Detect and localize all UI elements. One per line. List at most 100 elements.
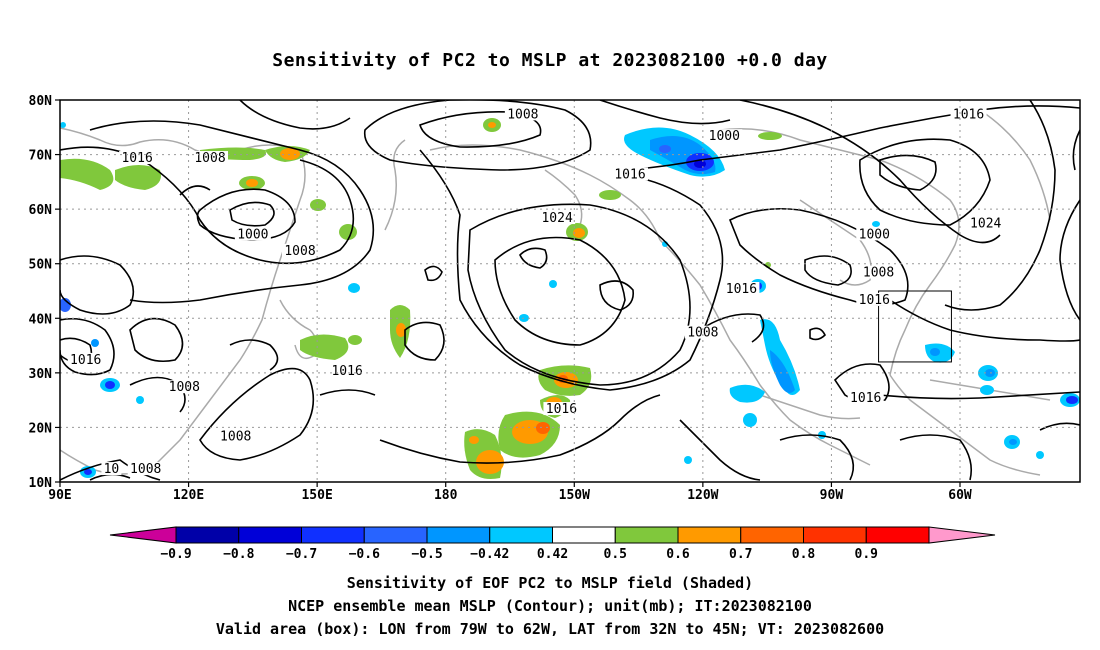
lon-tick-label: 180	[434, 488, 458, 503]
lon-tick-label: 150E	[301, 488, 332, 503]
contour-label: 10	[104, 462, 120, 477]
contour-label: 1000	[237, 227, 268, 242]
contour-label-bg	[282, 243, 318, 257]
colorbar-label: 0.8	[792, 547, 816, 562]
contour-label-bg	[119, 151, 156, 165]
contour-label-bg	[856, 227, 893, 241]
contour-label: 1008	[130, 462, 161, 477]
colorbar: −0.9 −0.8 −0.7 −0.6 −0.5 −0.42 0.42 0.5 0.6 0.7 0.…	[109, 526, 996, 562]
colorbar-label: −0.9	[160, 547, 191, 562]
colorbar-arrow-low	[109, 526, 177, 544]
contour-label-bg	[539, 211, 576, 225]
lat-tick-label: 30N	[29, 367, 53, 382]
contour-label-bg	[967, 216, 1004, 230]
contour-label-bg	[166, 380, 203, 394]
contour-label-bg	[101, 462, 122, 476]
contour-label-bg	[127, 462, 164, 476]
colorbar-swatch	[426, 526, 491, 544]
lon-tick-label: 90E	[48, 488, 71, 503]
caption-contour: NCEP ensemble mean MSLP (Contour); unit(…	[288, 597, 812, 615]
gridlines	[55, 99, 1080, 487]
colorbar-swatch	[865, 526, 930, 544]
contour-label-bg	[504, 107, 541, 121]
contour-label-bg	[856, 292, 893, 306]
contour-label: 1008	[687, 326, 718, 341]
contour-label: 1024	[970, 217, 1001, 232]
colorbar-label: −0.6	[349, 547, 380, 562]
colorbar-label: 0.7	[729, 547, 752, 562]
contour-label: 1008	[194, 151, 225, 166]
lat-tick-label: 40N	[29, 312, 53, 327]
lat-tick-label: 10N	[29, 476, 53, 491]
lon-tick-label: 120W	[687, 488, 718, 503]
colorbar-label: 0.5	[604, 547, 627, 562]
contour-label: 1016	[614, 167, 645, 182]
contour-label: 1016	[859, 293, 890, 308]
contour-label-bg	[67, 352, 104, 366]
colorbar-swatch	[614, 526, 679, 544]
contour-label-bg	[723, 282, 760, 295]
mslp-contours	[60, 100, 1080, 481]
colorbar-swatch	[175, 526, 240, 544]
lat-tick-label: 80N	[29, 94, 53, 109]
contour-label: 1016	[953, 107, 984, 122]
contour-label: 1000	[859, 227, 890, 242]
lon-tick-label: 120E	[173, 488, 204, 503]
colorbar-swatch	[552, 526, 616, 544]
coastlines	[60, 109, 1051, 476]
contour-label: 1016	[726, 282, 757, 297]
colorbar-swatch	[677, 526, 742, 544]
contour-label-bg	[329, 363, 366, 377]
map-frame	[59, 99, 1081, 483]
colorbar-label: −0.42	[470, 547, 509, 562]
contour-label: 1008	[507, 107, 538, 122]
lat-tick-label: 70N	[29, 149, 53, 164]
colorbar-label: −0.7	[286, 547, 317, 562]
lat-tick-label: 20N	[29, 421, 53, 436]
lat-tick-label: 60N	[29, 203, 53, 218]
contour-label: 1016	[121, 151, 152, 166]
lon-tick-label: 60W	[948, 488, 972, 503]
sensitivity-shading	[60, 118, 1080, 479]
contour-label: 1000	[709, 129, 740, 144]
caption-valid-area: Valid area (box): LON from 79W to 62W, L…	[215, 620, 885, 638]
contour-label-bg	[612, 167, 648, 181]
contour-label-bg	[543, 402, 580, 416]
contour-label: 1016	[850, 391, 881, 406]
page-title: Sensitivity of PC2 to MSLP at 2023082100…	[272, 50, 828, 71]
colorbar-swatch	[301, 526, 365, 544]
contour-label-bg	[234, 227, 271, 241]
contour-label: 1016	[331, 364, 362, 379]
colorbar-swatch	[803, 526, 867, 544]
contour-label-bg	[860, 265, 897, 279]
lon-tick-label: 90W	[820, 488, 844, 503]
contour-labels: 1016 1008 1008 1000 1016 1016 1024 1000 1008 1000…	[67, 107, 1004, 477]
colorbar-swatch	[740, 526, 804, 544]
contour-label: 1008	[284, 244, 315, 259]
caption-shading: Sensitivity of EOF PC2 to MSLP field (Sh…	[346, 574, 754, 592]
colorbar-label: 0.9	[855, 547, 878, 562]
colorbar-label: 0.42	[537, 547, 568, 562]
contour-label: 1008	[220, 429, 251, 444]
colorbar-swatch	[489, 526, 553, 544]
contour-label-bg	[706, 129, 743, 143]
colorbar-arrow-high	[928, 526, 996, 544]
colorbar-swatch	[363, 526, 428, 544]
contour-label-bg	[847, 391, 884, 405]
contour-label: 1008	[863, 266, 894, 281]
contour-label: 1016	[70, 353, 101, 368]
contour-label-bg	[684, 325, 721, 339]
valid-area-box	[878, 290, 952, 363]
colorbar-label: −0.8	[223, 547, 254, 562]
contour-label: 1024	[541, 211, 572, 226]
colorbar-swatch	[238, 526, 302, 544]
contour-label-bg	[217, 429, 254, 443]
lat-tick-label: 50N	[29, 258, 53, 273]
contour-label: 1008	[169, 380, 200, 395]
colorbar-label: 0.6	[666, 547, 690, 562]
lon-tick-label: 150W	[559, 488, 590, 503]
contour-label: 1016	[546, 402, 577, 417]
colorbar-label: −0.5	[411, 547, 442, 562]
